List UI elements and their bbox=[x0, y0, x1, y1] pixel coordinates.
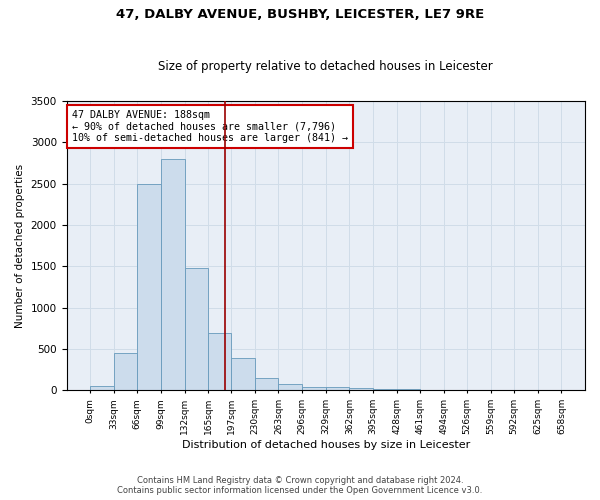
Bar bbox=[373, 389, 397, 390]
Y-axis label: Number of detached properties: Number of detached properties bbox=[15, 164, 25, 328]
Bar bbox=[397, 389, 421, 390]
Bar bbox=[278, 384, 302, 390]
Bar bbox=[161, 159, 185, 390]
Bar bbox=[231, 358, 255, 390]
Bar bbox=[208, 332, 231, 390]
Bar bbox=[185, 268, 208, 390]
Bar bbox=[302, 386, 326, 390]
Title: Size of property relative to detached houses in Leicester: Size of property relative to detached ho… bbox=[158, 60, 493, 74]
Bar bbox=[255, 378, 278, 390]
Text: Contains HM Land Registry data © Crown copyright and database right 2024.
Contai: Contains HM Land Registry data © Crown c… bbox=[118, 476, 482, 495]
X-axis label: Distribution of detached houses by size in Leicester: Distribution of detached houses by size … bbox=[182, 440, 470, 450]
Bar bbox=[114, 353, 137, 391]
Bar bbox=[90, 386, 114, 390]
Text: 47 DALBY AVENUE: 188sqm
← 90% of detached houses are smaller (7,796)
10% of semi: 47 DALBY AVENUE: 188sqm ← 90% of detache… bbox=[72, 110, 348, 143]
Bar bbox=[137, 184, 161, 390]
Text: 47, DALBY AVENUE, BUSHBY, LEICESTER, LE7 9RE: 47, DALBY AVENUE, BUSHBY, LEICESTER, LE7… bbox=[116, 8, 484, 20]
Bar bbox=[326, 387, 349, 390]
Bar bbox=[349, 388, 373, 390]
